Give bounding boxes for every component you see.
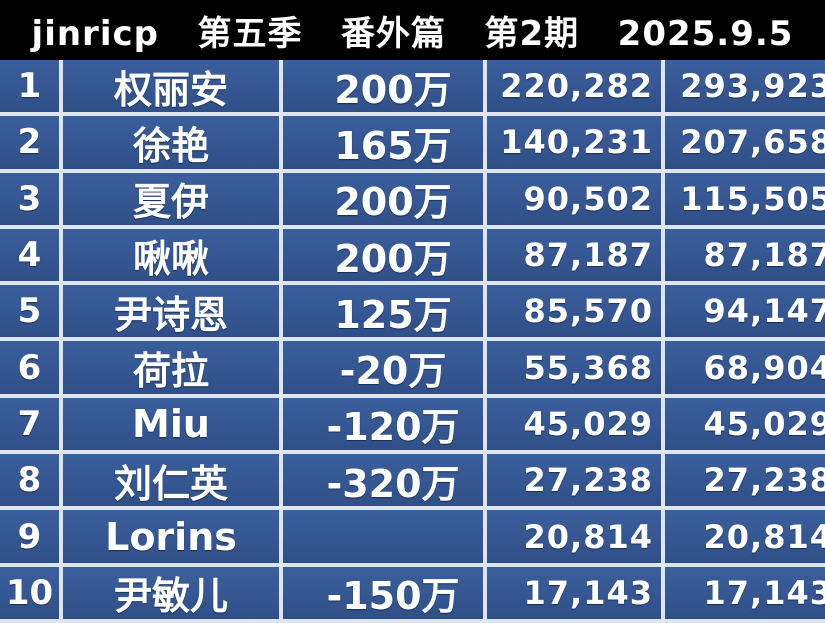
rank-cell: 7 bbox=[0, 397, 59, 455]
value1-cell: 85,570 bbox=[487, 285, 661, 342]
name-cell: 徐艳 bbox=[63, 116, 279, 173]
rank-cell: 6 bbox=[0, 341, 59, 398]
amount-cell: 165万 bbox=[283, 116, 483, 173]
ranking-table: 1 权丽安 200万 220,282 293,923 2 徐艳 165万 140… bbox=[0, 60, 825, 623]
value2-cell: 87,187 bbox=[665, 228, 825, 286]
name-cell: 夏伊 bbox=[63, 172, 279, 229]
value1-cell: 20,814 bbox=[487, 510, 661, 567]
rank-cell: 9 bbox=[0, 510, 59, 567]
board-title: jinricp 第五季 番外篇 第2期 2025.9.5 bbox=[0, 0, 825, 60]
rank-cell: 10 bbox=[0, 566, 59, 623]
rank-cell: 2 bbox=[0, 116, 59, 173]
name-cell: 啾啾 bbox=[63, 228, 279, 286]
value1-cell: 87,187 bbox=[487, 228, 661, 286]
amount-cell: -120万 bbox=[283, 397, 483, 455]
rank-cell: 3 bbox=[0, 172, 59, 229]
value1-cell: 17,143 bbox=[487, 566, 661, 623]
rank-cell: 4 bbox=[0, 228, 59, 286]
value1-cell: 55,368 bbox=[487, 341, 661, 398]
value2-cell: 45,029 bbox=[665, 397, 825, 455]
amount-cell: -320万 bbox=[283, 454, 483, 511]
amount-cell: 125万 bbox=[283, 285, 483, 342]
rank-cell: 1 bbox=[0, 60, 59, 117]
value2-cell: 27,238 bbox=[665, 454, 825, 511]
value1-cell: 220,282 bbox=[487, 60, 661, 117]
value2-cell: 115,505 bbox=[665, 172, 825, 229]
name-cell: 尹诗恩 bbox=[63, 285, 279, 342]
amount-cell: 200万 bbox=[283, 60, 483, 117]
value1-cell: 90,502 bbox=[487, 172, 661, 229]
name-cell: 尹敏儿 bbox=[63, 566, 279, 623]
amount-cell: 200万 bbox=[283, 172, 483, 229]
value2-cell: 17,143 bbox=[665, 566, 825, 623]
name-cell: Lorins bbox=[63, 510, 279, 567]
rank-cell: 8 bbox=[0, 454, 59, 511]
amount-cell: 200万 bbox=[283, 228, 483, 286]
value2-cell: 68,904 bbox=[665, 341, 825, 398]
rank-cell: 5 bbox=[0, 285, 59, 342]
value1-cell: 45,029 bbox=[487, 397, 661, 455]
name-cell: Miu bbox=[63, 397, 279, 455]
name-cell: 刘仁英 bbox=[63, 454, 279, 511]
value2-cell: 293,923 bbox=[665, 60, 825, 117]
amount-cell: -20万 bbox=[283, 341, 483, 398]
value2-cell: 94,147 bbox=[665, 285, 825, 342]
value2-cell: 20,814 bbox=[665, 510, 825, 567]
name-cell: 权丽安 bbox=[63, 60, 279, 117]
value1-cell: 27,238 bbox=[487, 454, 661, 511]
value2-cell: 207,658 bbox=[665, 116, 825, 173]
amount-cell: -150万 bbox=[283, 566, 483, 623]
amount-cell bbox=[283, 510, 483, 567]
name-cell: 荷拉 bbox=[63, 341, 279, 398]
value1-cell: 140,231 bbox=[487, 116, 661, 173]
